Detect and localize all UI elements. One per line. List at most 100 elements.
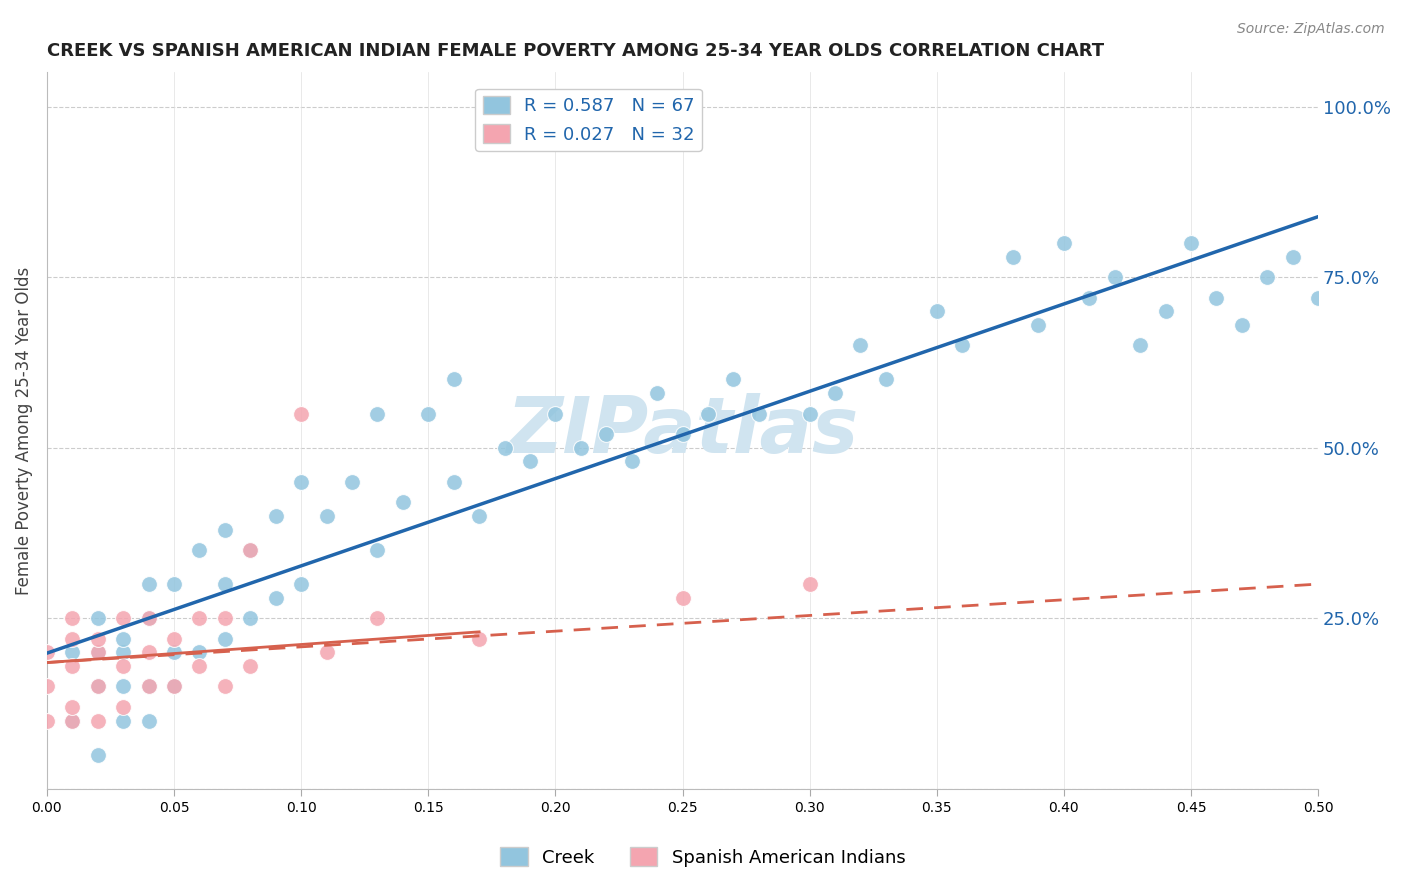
Point [748, 407, 770, 421]
Point [87, 680, 110, 694]
Point [1028, 318, 1050, 332]
Point [239, 543, 262, 558]
Point [849, 338, 872, 352]
Point [799, 407, 821, 421]
Point [1002, 250, 1025, 264]
Point [799, 577, 821, 591]
Point [138, 611, 160, 625]
Point [290, 577, 312, 591]
Point [112, 611, 135, 625]
Point [1053, 235, 1076, 250]
Point [443, 475, 465, 489]
Point [112, 632, 135, 646]
Point [163, 577, 186, 591]
Point [950, 338, 973, 352]
Point [138, 577, 160, 591]
Point [1129, 338, 1152, 352]
Point [87, 645, 110, 659]
Point [468, 508, 491, 523]
Point [112, 645, 135, 659]
Point [392, 495, 415, 509]
Point [138, 611, 160, 625]
Point [214, 632, 236, 646]
Point [112, 680, 135, 694]
Point [1078, 291, 1101, 305]
Point [163, 680, 186, 694]
Point [544, 407, 567, 421]
Point [443, 372, 465, 386]
Point [620, 454, 643, 468]
Point [290, 475, 312, 489]
Text: CREEK VS SPANISH AMERICAN INDIAN FEMALE POVERTY AMONG 25-34 YEAR OLDS CORRELATIO: CREEK VS SPANISH AMERICAN INDIAN FEMALE … [46, 42, 1104, 60]
Point [671, 591, 693, 605]
Point [188, 543, 211, 558]
Point [340, 475, 363, 489]
Point [925, 304, 948, 318]
Point [163, 645, 186, 659]
Legend: Creek, Spanish American Indians: Creek, Spanish American Indians [494, 840, 912, 874]
Point [188, 611, 211, 625]
Text: Source: ZipAtlas.com: Source: ZipAtlas.com [1237, 22, 1385, 37]
Point [239, 543, 262, 558]
Point [697, 407, 720, 421]
Point [671, 427, 693, 442]
Point [645, 386, 668, 401]
Point [468, 632, 491, 646]
Point [112, 659, 135, 673]
Point [519, 454, 541, 468]
Point [595, 427, 617, 442]
Point [264, 591, 287, 605]
Point [875, 372, 897, 386]
Point [60, 714, 83, 728]
Point [1180, 235, 1202, 250]
Point [366, 543, 388, 558]
Point [569, 441, 592, 455]
Point [112, 714, 135, 728]
Point [87, 714, 110, 728]
Point [239, 659, 262, 673]
Point [824, 386, 846, 401]
Point [214, 611, 236, 625]
Point [60, 632, 83, 646]
Point [214, 523, 236, 537]
Point [60, 699, 83, 714]
Point [1281, 250, 1303, 264]
Point [60, 659, 83, 673]
Point [214, 680, 236, 694]
Point [87, 680, 110, 694]
Point [60, 611, 83, 625]
Point [366, 611, 388, 625]
Point [188, 659, 211, 673]
Point [35, 714, 58, 728]
Point [87, 747, 110, 762]
Point [138, 714, 160, 728]
Point [188, 645, 211, 659]
Point [315, 645, 337, 659]
Point [60, 645, 83, 659]
Point [1230, 318, 1253, 332]
Legend: R = 0.587   N = 67, R = 0.027   N = 32: R = 0.587 N = 67, R = 0.027 N = 32 [475, 88, 702, 151]
Point [87, 611, 110, 625]
Point [1104, 270, 1126, 285]
Point [1256, 270, 1278, 285]
Point [494, 441, 516, 455]
Point [723, 372, 745, 386]
Point [264, 508, 287, 523]
Point [87, 632, 110, 646]
Point [163, 632, 186, 646]
Point [112, 699, 135, 714]
Point [1308, 291, 1330, 305]
Text: ZIPatlas: ZIPatlas [506, 392, 859, 468]
Point [366, 407, 388, 421]
Point [35, 680, 58, 694]
Point [138, 680, 160, 694]
Point [315, 508, 337, 523]
Point [138, 645, 160, 659]
Point [239, 611, 262, 625]
Point [290, 407, 312, 421]
Point [1205, 291, 1227, 305]
Point [163, 680, 186, 694]
Point [35, 645, 58, 659]
Point [214, 577, 236, 591]
Y-axis label: Female Poverty Among 25-34 Year Olds: Female Poverty Among 25-34 Year Olds [15, 267, 32, 595]
